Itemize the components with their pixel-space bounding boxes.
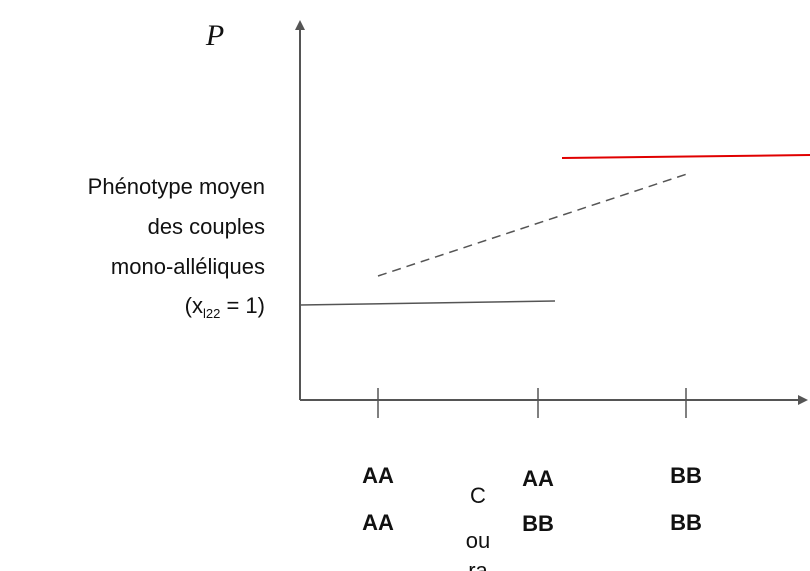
x-label: AA: [362, 463, 394, 488]
x-label: BB: [522, 511, 554, 536]
y-label-line: mono-alléliques: [111, 254, 265, 279]
formula-subscript: l22: [203, 306, 220, 321]
y-label: Phénotype moyen des couples mono-alléliq…: [88, 174, 265, 321]
note-line: ou: [466, 528, 490, 553]
y-label-line: Phénotype moyen: [88, 174, 265, 199]
x-label: BB: [670, 510, 702, 535]
note-line: C: [470, 483, 486, 508]
x-label: BB: [670, 463, 702, 488]
solid-line: [299, 300, 556, 306]
note-line: ra: [468, 558, 488, 571]
x-labels: AA AA AA BB BB BB: [362, 463, 702, 536]
axis-label: P: [205, 19, 224, 52]
x-label: AA: [362, 510, 394, 535]
y-label-formula: (xl22 = 1): [185, 293, 265, 321]
formula-close: = 1): [220, 293, 265, 318]
red-line: [561, 154, 810, 159]
formula-open: (x: [185, 293, 203, 318]
y-label-line: des couples: [148, 214, 265, 239]
note: C ou ra: [466, 483, 490, 571]
dashed-line: [377, 172, 691, 277]
x-label: AA: [522, 466, 554, 491]
